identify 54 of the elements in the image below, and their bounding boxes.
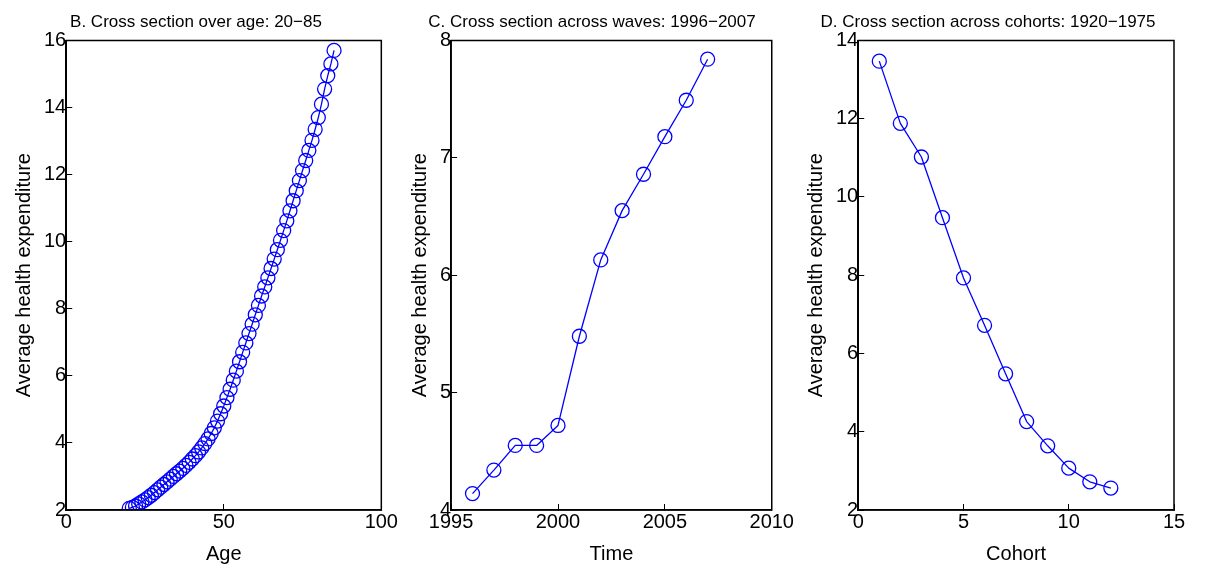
x-tick-label: 100 (364, 509, 398, 532)
point (976, 317, 993, 333)
point (464, 485, 481, 502)
x-tick-label: 5 (957, 509, 970, 532)
point (1040, 438, 1056, 454)
y-tick-label: 12 (836, 106, 859, 129)
point (657, 129, 673, 145)
x-tick-label: 2000 (535, 509, 581, 532)
point (892, 115, 908, 132)
x-tick-label: 50 (212, 509, 235, 532)
point (550, 417, 566, 434)
point (593, 252, 609, 268)
x-tick-label: 2010 (749, 509, 794, 532)
y-tick-label: 10 (44, 229, 67, 252)
point (997, 366, 1014, 382)
y-tick-label: 6 (55, 363, 67, 386)
point (1019, 413, 1035, 430)
point (1103, 480, 1119, 496)
point (571, 328, 588, 344)
y-tick-label: 14 (44, 95, 67, 117)
point (1061, 460, 1077, 476)
x-axis-title: Cohort (986, 541, 1047, 564)
y-axis-title: Average health expenditure (407, 153, 430, 398)
point (614, 202, 630, 219)
x-axis-title: Age (205, 541, 242, 564)
point (955, 270, 972, 286)
x-tick-label: 15 (1162, 509, 1186, 532)
y-tick-label: 6 (847, 340, 859, 363)
y-tick-label: 12 (44, 162, 67, 185)
point (507, 437, 523, 454)
y-tick-label: 7 (440, 145, 452, 168)
y-tick-label: 8 (55, 296, 67, 319)
point (486, 462, 502, 478)
y-tick-label: 5 (440, 380, 452, 403)
x-axis-title: Time (589, 541, 634, 564)
point (678, 92, 694, 108)
y-axis-title: Average health expenditure (803, 153, 826, 398)
y-tick-label: 16 (44, 27, 67, 50)
y-axis-title: Average health expenditure (11, 153, 34, 398)
point (1082, 474, 1098, 490)
point (913, 149, 930, 165)
point (528, 437, 545, 454)
y-tick-label: 6 (440, 262, 452, 285)
point (635, 166, 652, 182)
point (871, 53, 887, 69)
x-tick-label: 2005 (642, 509, 688, 532)
x-tick-label: 10 (1057, 509, 1080, 532)
y-tick-label: 4 (55, 430, 67, 453)
y-tick-label: 8 (847, 262, 859, 285)
chart-title: B. Cross section over age: 20−85 (70, 11, 322, 31)
y-tick-label: 10 (836, 184, 859, 207)
y-tick-label: 4 (847, 419, 859, 442)
point (699, 51, 716, 67)
point (934, 210, 951, 226)
